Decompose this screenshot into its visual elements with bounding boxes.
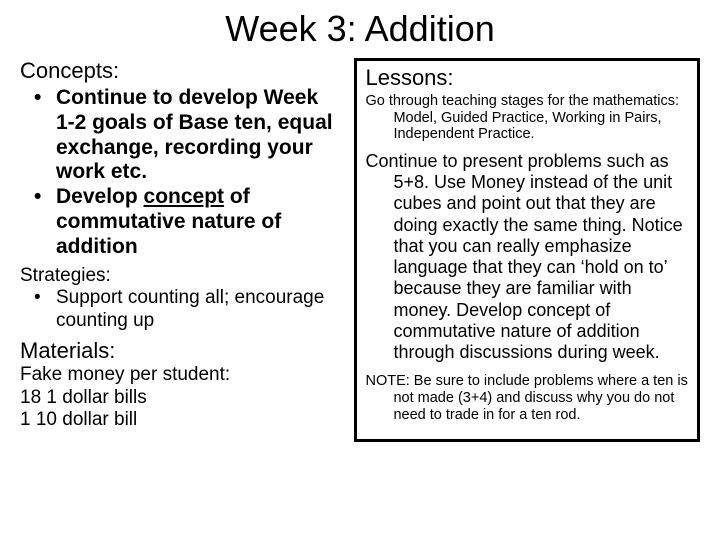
materials-body: Fake money per student: 18 1 dollar bill…: [20, 364, 338, 431]
materials-line: 18 1 dollar bills: [20, 387, 338, 409]
concept-item: Develop concept of commutative nature of…: [20, 185, 338, 259]
slide: Week 3: Addition Concepts: Continue to d…: [0, 0, 720, 540]
concept-item: Continue to develop Week 1-2 goals of Ba…: [20, 86, 338, 185]
page-title: Week 3: Addition: [20, 8, 700, 50]
materials-heading: Materials:: [20, 338, 338, 364]
columns: Concepts: Continue to develop Week 1-2 g…: [20, 58, 700, 442]
lessons-heading: Lessons:: [365, 65, 689, 91]
concepts-list: Continue to develop Week 1-2 goals of Ba…: [20, 86, 338, 259]
lessons-body: Continue to present problems such as 5+8…: [365, 151, 689, 363]
concepts-heading: Concepts:: [20, 58, 338, 84]
right-column: Lessons: Go through teaching stages for …: [354, 58, 700, 442]
materials-line: 1 10 dollar bill: [20, 409, 338, 431]
lessons-intro: Go through teaching stages for the mathe…: [365, 93, 689, 143]
strategy-item: Support counting all; encourage counting…: [20, 287, 338, 332]
concept-text: Develop: [56, 185, 144, 208]
lessons-note: NOTE: Be sure to include problems where …: [365, 373, 689, 423]
strategies-list: Support counting all; encourage counting…: [20, 287, 338, 332]
materials-line: Fake money per student:: [20, 364, 338, 386]
left-column: Concepts: Continue to develop Week 1-2 g…: [20, 58, 338, 442]
strategies-heading: Strategies:: [20, 265, 338, 287]
concept-underline: concept: [144, 185, 225, 208]
